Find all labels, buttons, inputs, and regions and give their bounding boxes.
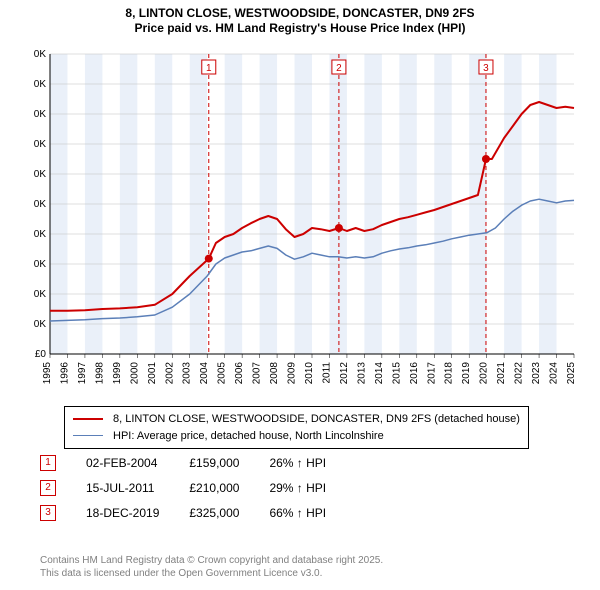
svg-text:2008: 2008: [269, 362, 280, 385]
sale-price: £159,000: [189, 450, 269, 475]
svg-text:2005: 2005: [217, 362, 228, 385]
svg-text:2009: 2009: [287, 362, 298, 385]
sales-table: 1 02-FEB-2004£159,00026% ↑ HPI 2 15-JUL-201…: [40, 450, 356, 525]
title-line-2: Price paid vs. HM Land Registry's House …: [0, 21, 600, 36]
chart-svg: £0 £50K £100K £150K £200K £250K £300K £350K £400…: [34, 46, 590, 392]
svg-text:£200K: £200K: [34, 229, 46, 240]
sale-date: 18-DEC-2019: [86, 500, 189, 525]
chart-legend: 8, LINTON CLOSE, WESTWOODSIDE, DONCASTER…: [64, 406, 529, 449]
svg-text:2002: 2002: [164, 362, 175, 385]
svg-text:2000: 2000: [129, 362, 140, 385]
svg-text:1999: 1999: [112, 362, 123, 385]
sale-price: £210,000: [189, 475, 269, 500]
svg-text:£450K: £450K: [34, 79, 46, 90]
sale-marker: 2: [40, 480, 56, 496]
svg-text:2010: 2010: [304, 362, 315, 385]
legend-row: 8, LINTON CLOSE, WESTWOODSIDE, DONCASTER…: [73, 411, 520, 428]
sale-delta: 26% ↑ HPI: [269, 450, 356, 475]
svg-text:£400K: £400K: [34, 109, 46, 120]
svg-text:1: 1: [206, 63, 212, 74]
svg-text:2019: 2019: [461, 362, 472, 385]
svg-text:2012: 2012: [339, 362, 350, 385]
svg-text:£350K: £350K: [34, 139, 46, 150]
svg-text:2011: 2011: [321, 362, 332, 384]
price-chart: £0 £50K £100K £150K £200K £250K £300K £350K £400…: [34, 46, 590, 392]
sale-delta: 66% ↑ HPI: [269, 500, 356, 525]
svg-text:2018: 2018: [444, 362, 455, 385]
data-attribution: Contains HM Land Registry data © Crown c…: [40, 554, 383, 580]
svg-text:2015: 2015: [391, 362, 402, 385]
svg-text:2: 2: [336, 63, 342, 74]
sale-date: 02-FEB-2004: [86, 450, 189, 475]
sale-row: 1 02-FEB-2004£159,00026% ↑ HPI: [40, 450, 356, 475]
svg-text:£150K: £150K: [34, 259, 46, 270]
svg-text:2001: 2001: [147, 362, 158, 385]
svg-text:2003: 2003: [182, 362, 193, 385]
svg-text:1995: 1995: [42, 362, 53, 385]
title-line-1: 8, LINTON CLOSE, WESTWOODSIDE, DONCASTER…: [0, 6, 600, 21]
legend-swatch: [73, 435, 103, 436]
sale-row: 3 18-DEC-2019£325,00066% ↑ HPI: [40, 500, 356, 525]
svg-text:2006: 2006: [234, 362, 245, 385]
svg-text:£0: £0: [35, 349, 47, 360]
svg-text:£500K: £500K: [34, 49, 46, 60]
svg-text:2024: 2024: [549, 362, 560, 385]
svg-text:2017: 2017: [426, 362, 437, 385]
legend-label: HPI: Average price, detached house, Nort…: [113, 428, 384, 445]
svg-text:£100K: £100K: [34, 289, 46, 300]
svg-text:2023: 2023: [531, 362, 542, 385]
svg-text:2021: 2021: [496, 362, 507, 385]
svg-text:2014: 2014: [374, 362, 385, 385]
svg-text:2020: 2020: [479, 362, 490, 385]
legend-row: HPI: Average price, detached house, Nort…: [73, 428, 520, 445]
svg-text:1996: 1996: [59, 362, 70, 385]
svg-text:£50K: £50K: [34, 319, 46, 330]
svg-text:2025: 2025: [566, 362, 577, 385]
svg-text:2007: 2007: [252, 362, 263, 385]
legend-label: 8, LINTON CLOSE, WESTWOODSIDE, DONCASTER…: [113, 411, 520, 428]
sale-marker: 3: [40, 505, 56, 521]
svg-text:2022: 2022: [514, 362, 525, 385]
svg-text:1997: 1997: [77, 362, 88, 385]
chart-title: 8, LINTON CLOSE, WESTWOODSIDE, DONCASTER…: [0, 0, 600, 36]
svg-text:2004: 2004: [199, 362, 210, 385]
svg-text:2013: 2013: [356, 362, 367, 385]
legend-swatch: [73, 418, 103, 420]
svg-text:£250K: £250K: [34, 199, 46, 210]
svg-text:1998: 1998: [94, 362, 105, 385]
sale-price: £325,000: [189, 500, 269, 525]
sale-marker: 1: [40, 455, 56, 471]
footer-line-2: This data is licensed under the Open Gov…: [40, 567, 383, 580]
svg-text:3: 3: [483, 63, 489, 74]
sale-row: 2 15-JUL-2011£210,00029% ↑ HPI: [40, 475, 356, 500]
footer-line-1: Contains HM Land Registry data © Crown c…: [40, 554, 383, 567]
svg-text:2016: 2016: [409, 362, 420, 385]
sale-date: 15-JUL-2011: [86, 475, 189, 500]
sale-delta: 29% ↑ HPI: [269, 475, 356, 500]
svg-text:£300K: £300K: [34, 169, 46, 180]
